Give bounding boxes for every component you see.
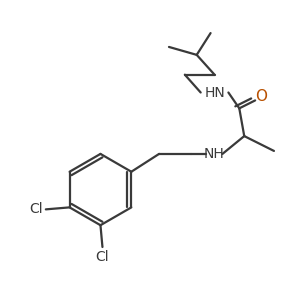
Text: HN: HN (204, 86, 225, 99)
Text: O: O (255, 89, 267, 104)
Text: Cl: Cl (29, 202, 43, 216)
Text: Cl: Cl (96, 250, 109, 264)
Text: NH: NH (203, 147, 224, 161)
